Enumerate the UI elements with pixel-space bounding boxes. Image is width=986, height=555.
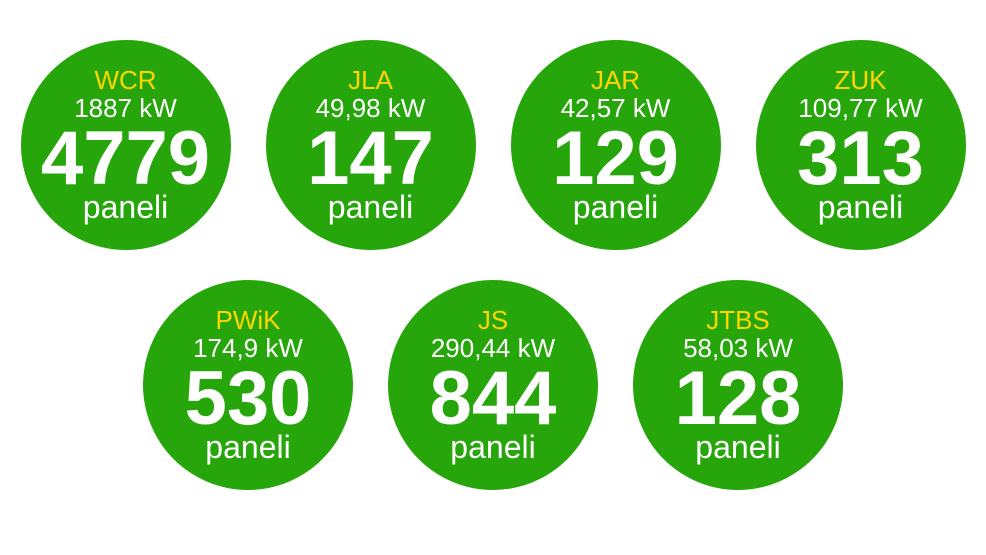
count-label: 530 (185, 363, 312, 435)
code-label: WCR (94, 67, 156, 93)
code-label: JAR (591, 67, 640, 93)
code-label: PWiK (216, 307, 281, 333)
unit-label: paneli (328, 191, 413, 223)
row-1: WCR 1887 kW 4779 paneli JLA 49,98 kW 147… (0, 40, 986, 250)
circle-js: JS 290,44 kW 844 paneli (388, 280, 598, 490)
circle-zuk: ZUK 109,77 kW 313 paneli (756, 40, 966, 250)
code-label: ZUK (835, 67, 887, 93)
count-label: 313 (797, 123, 924, 195)
count-label: 844 (430, 363, 557, 435)
row-2: PWiK 174,9 kW 530 paneli JS 290,44 kW 84… (0, 280, 986, 490)
code-label: JS (478, 307, 508, 333)
unit-label: paneli (83, 191, 168, 223)
unit-label: paneli (205, 431, 290, 463)
count-label: 129 (552, 123, 679, 195)
circle-pwik: PWiK 174,9 kW 530 paneli (143, 280, 353, 490)
code-label: JTBS (706, 307, 770, 333)
circle-jla: JLA 49,98 kW 147 paneli (266, 40, 476, 250)
unit-label: paneli (450, 431, 535, 463)
count-label: 4779 (41, 123, 210, 195)
unit-label: paneli (818, 191, 903, 223)
circle-jar: JAR 42,57 kW 129 paneli (511, 40, 721, 250)
circle-wcr: WCR 1887 kW 4779 paneli (21, 40, 231, 250)
code-label: JLA (348, 67, 393, 93)
count-label: 147 (307, 123, 434, 195)
count-label: 128 (675, 363, 802, 435)
circle-jtbs: JTBS 58,03 kW 128 paneli (633, 280, 843, 490)
unit-label: paneli (695, 431, 780, 463)
unit-label: paneli (573, 191, 658, 223)
panels-infographic: WCR 1887 kW 4779 paneli JLA 49,98 kW 147… (0, 0, 986, 555)
